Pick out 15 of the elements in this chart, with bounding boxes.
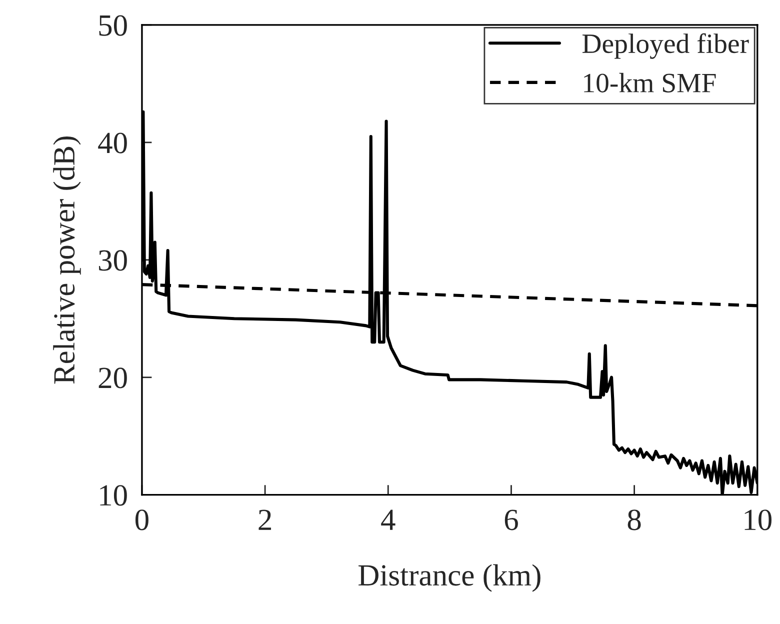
x-tick-label: 4: [381, 510, 396, 530]
legend-label: Deployed fiber: [582, 33, 749, 59]
y-tick-label: 30: [98, 250, 127, 271]
y-tick-label: 10: [100, 485, 127, 506]
y-tick-label: 40: [98, 132, 127, 154]
y-tick-label: 50: [99, 15, 127, 36]
x-tick-label: 10: [744, 510, 772, 530]
legend-label: 10-km SMF: [584, 72, 716, 92]
x-tick-label: 8: [628, 510, 641, 530]
x-tick-label: 2: [258, 510, 271, 530]
x-tick-label: 6: [504, 510, 518, 530]
x-tick-label: 0: [135, 510, 148, 530]
y-tick-label: 20: [98, 368, 127, 388]
x-axis-title: Distrance (km): [358, 564, 540, 592]
y-axis-title: Relative power (dB): [53, 136, 81, 384]
